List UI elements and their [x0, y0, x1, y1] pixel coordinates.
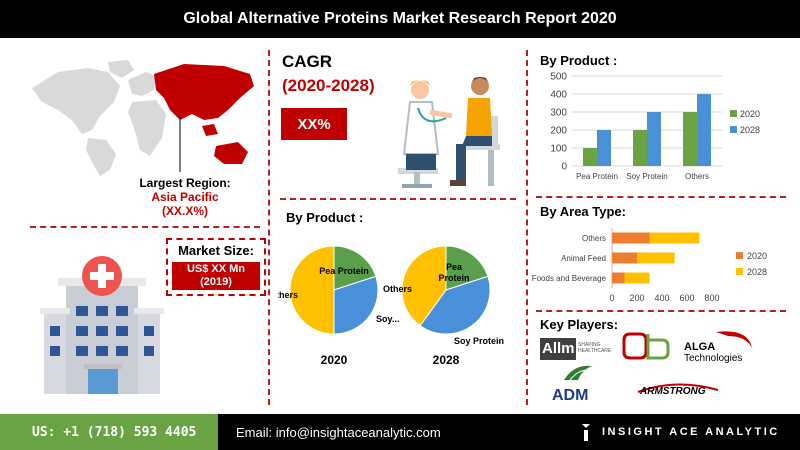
pie-year-label: 2028: [433, 353, 460, 367]
market-size-label: Market Size:: [178, 243, 254, 258]
bar-2020: [683, 112, 697, 166]
cagr-value: XX%: [281, 108, 347, 140]
divider-area: [536, 310, 786, 312]
area-category-label: Foods and Beverage: [532, 274, 607, 283]
area-legend-label: 2020: [747, 251, 767, 261]
area-type-bar-chart: 0 200 400 600 800 Others Animal Feed Foods and …: [532, 228, 767, 303]
area-chart-heading: By Area Type:: [540, 204, 626, 219]
divider-bar: [536, 196, 786, 198]
brand-logo-icon: [580, 422, 592, 442]
bar-y-tick-label: 200: [550, 126, 567, 137]
bar-2028: [697, 94, 711, 166]
area-category-label: Others: [582, 234, 606, 243]
pie-slice: [445, 245, 489, 291]
bar-y-tick-label: 500: [550, 72, 567, 83]
bar-2028: [597, 130, 611, 166]
pie-label: Pea Protein: [319, 266, 369, 276]
divider-left: [268, 50, 270, 405]
world-map: [32, 60, 254, 176]
bar-2020: [583, 148, 597, 166]
pie-label: Others: [383, 284, 412, 294]
cagr-period: (2020-2028): [282, 76, 375, 95]
allm-logo-tagline: SHAPING HEALTHCARE: [578, 342, 612, 354]
pie-label: Pea: [446, 262, 463, 272]
bar-y-tick-label: 100: [550, 144, 567, 155]
pie-label: Others: [278, 290, 298, 300]
bar-legend-swatch: [730, 110, 737, 117]
bar-y-tick-label: 0: [561, 162, 567, 173]
hospital-building-icon: [40, 256, 164, 394]
pie-slice: [419, 275, 491, 335]
pie-year-label: 2020: [321, 353, 348, 367]
pie-slice: [333, 245, 377, 291]
adm-logo: ADM: [552, 365, 592, 404]
area-legend-swatch: [736, 252, 743, 259]
area-x-tick-label: 600: [679, 293, 694, 303]
armstrong-logo: ARMSTRONG: [637, 383, 719, 397]
armstrong-logo-text: ARMSTRONG: [639, 386, 706, 397]
pie-section-heading: By Product :: [286, 210, 364, 225]
key-players-heading: Key Players:: [540, 317, 619, 332]
allm-logo-mark: Allm: [540, 338, 576, 360]
bar-chart-heading: By Product :: [540, 53, 618, 68]
brand-name: INSIGHT ACE ANALYTIC: [602, 426, 780, 438]
divider-cagr: [280, 198, 516, 200]
area-legend-label: 2028: [747, 267, 767, 277]
area-x-tick-label: 800: [704, 293, 719, 303]
pie-label: Soy...: [376, 314, 399, 324]
largest-region-value: (XX.X%): [161, 204, 208, 218]
area-category-label: Animal Feed: [561, 254, 606, 263]
page-title: Global Alternative Proteins Market Resea…: [0, 0, 800, 38]
adm-logo-text: ADM: [552, 387, 588, 404]
footer: US: +1 (718) 593 4405 Email: info@insigh…: [0, 414, 800, 450]
bar-2020: [633, 130, 647, 166]
largest-region-name: Asia Pacific: [151, 190, 219, 204]
bar-y-tick-label: 400: [550, 90, 567, 101]
pie-slice: [289, 245, 335, 335]
pie-slice: [333, 275, 379, 335]
bar-legend-swatch: [730, 126, 737, 133]
footer-email[interactable]: Email: info@insightaceanalytic.com: [218, 414, 572, 450]
pie-label: Protein: [438, 273, 469, 283]
footer-brand: INSIGHT ACE ANALYTIC: [572, 414, 800, 450]
area-bar-2028: [624, 272, 650, 284]
divider-region: [30, 226, 260, 228]
area-bar-2028: [649, 232, 700, 244]
largest-region-label: Largest Region:: [139, 176, 231, 190]
bar-2028: [647, 112, 661, 166]
cagr-label: CAGR: [282, 52, 333, 71]
alga-technologies-logo: ALGA Technologies: [684, 331, 752, 364]
divider-right: [526, 50, 528, 405]
allm-logo: Allm SHAPING HEALTHCARE: [540, 338, 616, 360]
asia-pacific-region: [154, 64, 254, 120]
market-size-value-line2: (2019): [200, 276, 232, 288]
footer-phone[interactable]: US: +1 (718) 593 4405: [0, 414, 218, 450]
area-x-tick-label: 0: [609, 293, 614, 303]
market-size-value: US$ XX Mn (2019): [172, 262, 260, 290]
qb-logo-icon: [622, 332, 670, 360]
bar-category-label: Pea Protein: [576, 172, 618, 181]
market-size-value-line1: US$ XX Mn: [186, 263, 246, 275]
product-bar-chart: 0 100 200 300 400 500 Pea Protein Soy Protein Ot…: [550, 72, 760, 182]
pie-label: Soy Protein: [454, 336, 504, 346]
area-x-tick-label: 200: [629, 293, 644, 303]
area-bar-2020: [612, 272, 625, 284]
bar-category-label: Soy Protein: [626, 172, 667, 181]
area-bar-2020: [612, 232, 650, 244]
doctor-patient-illustration: [398, 77, 500, 188]
area-legend-swatch: [736, 268, 743, 275]
bar-y-tick-label: 300: [550, 108, 567, 119]
area-bar-2020: [612, 252, 637, 264]
bar-category-label: Others: [685, 172, 709, 181]
area-bar-2028: [637, 252, 675, 264]
alga-logo-text-1: ALGA: [684, 341, 715, 353]
alga-logo-text-2: Technologies: [684, 353, 742, 364]
bar-legend-label: 2020: [740, 109, 760, 119]
area-x-tick-label: 400: [654, 293, 669, 303]
bar-legend-label: 2028: [740, 125, 760, 135]
pie-slice: [401, 245, 447, 327]
